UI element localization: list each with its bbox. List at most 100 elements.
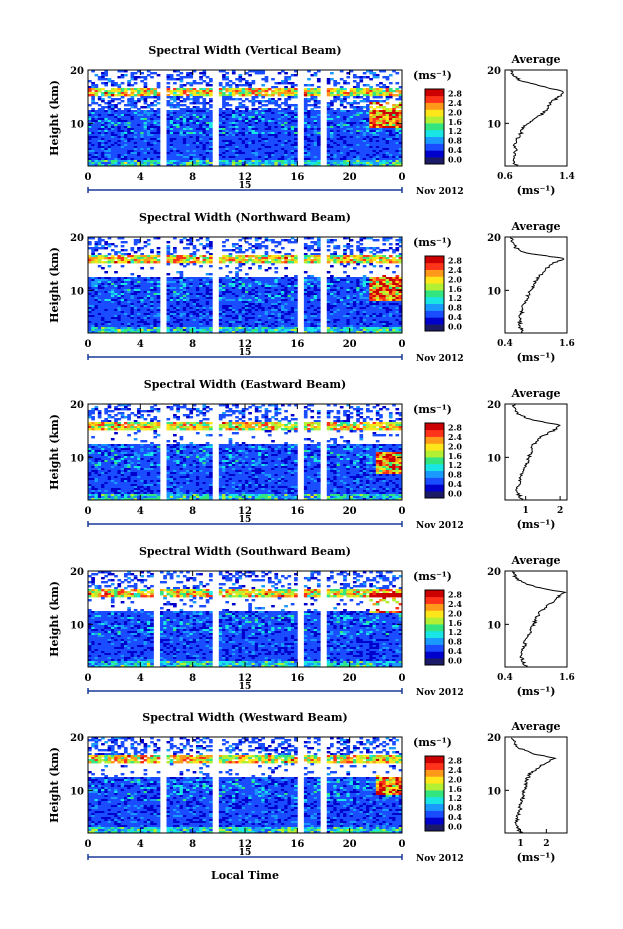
heatmap-cell [88,279,92,282]
heatmap-cell [254,160,259,163]
heatmap-cell [235,86,239,89]
heatmap-cell [349,156,354,159]
heatmap-cell [137,100,141,103]
heatmap-cell [238,285,243,288]
heatmap-cell [88,243,92,246]
heatmap-cell [316,94,321,97]
heatmap-cell [310,104,315,107]
heatmap-cell [189,160,194,163]
heatmap-cell [94,140,99,143]
heatmap-cell [379,114,383,117]
heatmap-cell [349,130,354,133]
heatmap-cell [231,72,236,75]
heatmap-cell [202,287,207,290]
heatmap-cell [127,154,131,157]
heatmap-cell [248,70,252,73]
heatmap-cell [395,120,400,123]
heatmap-cell [123,162,128,165]
heatmap-cell [294,281,298,284]
heatmap-cell [189,287,194,290]
heatmap-cell [343,289,347,292]
heatmap-cell [218,128,223,131]
heatmap-cell [238,146,243,149]
heatmap-cell [209,281,213,284]
heatmap-cell [241,150,246,153]
heatmap-cell [369,126,373,129]
heatmap-cell [143,154,148,157]
heatmap-cell [313,122,318,125]
heatmap-cell [326,271,331,274]
heatmap-cell [349,132,354,135]
heatmap-cell [130,90,135,93]
heatmap-cell [258,265,262,268]
heatmap-cell [284,154,288,157]
heatmap-cell [173,291,177,294]
heatmap-cell [238,98,243,101]
heatmap-cell [392,249,396,252]
heatmap-cell [284,289,288,292]
heatmap-cell [101,74,105,77]
heatmap-cell [195,136,200,139]
heatmap-cell [146,277,151,280]
heatmap-cell [362,146,367,149]
heatmap-cell [303,148,308,151]
heatmap-cell [222,100,226,103]
heatmap-cell [202,130,207,133]
heatmap-cell [346,287,351,290]
heatmap-cell [94,124,99,127]
heatmap-cell [277,158,282,161]
heatmap-cell [388,112,393,115]
heatmap-cell [339,287,344,290]
heatmap-cell [130,247,135,250]
heatmap-cell [382,136,387,139]
heatmap-cell [251,116,256,119]
heatmap-cell [107,293,112,296]
heatmap-cell [192,120,197,123]
heatmap-cell [362,150,367,153]
heatmap-cell [366,96,370,99]
heatmap-cell [316,247,321,250]
heatmap-cell [349,158,354,161]
heatmap-cell [284,279,288,282]
heatmap-cell [307,78,311,81]
heatmap-cell [277,295,282,298]
heatmap-cell [186,158,190,161]
heatmap-cell [186,112,190,115]
heatmap-cell [222,283,226,286]
heatmap-cell [186,126,190,129]
heatmap-cell [173,96,177,99]
heatmap-cell [264,269,269,272]
heatmap-cell [97,291,102,294]
heatmap-cell [153,261,158,264]
heatmap-cell [369,257,373,260]
heatmap-cell [225,160,230,163]
heatmap-cell [379,112,383,115]
heatmap-cell [382,150,387,153]
heatmap-cell [254,164,259,166]
heatmap-cell [264,94,269,97]
heatmap-cell [294,134,298,137]
heatmap-cell [379,144,383,147]
heatmap-cell [248,122,252,125]
heatmap-cell [231,112,236,115]
heatmap-cell [205,150,210,153]
heatmap-cell [307,124,311,127]
heatmap-cell [343,90,347,93]
heatmap-cell [258,90,262,93]
heatmap-cell [156,74,161,77]
heatmap-cell [195,158,200,161]
heatmap-cell [199,136,203,139]
heatmap-cell [284,291,288,294]
heatmap-cell [366,150,370,153]
heatmap-cell [366,94,370,97]
heatmap-cell [294,110,298,113]
heatmap-cell [88,287,92,290]
heatmap-cell [238,76,243,79]
heatmap-cell [173,293,177,296]
heatmap-cell [248,277,252,280]
heatmap-cell [382,291,387,294]
heatmap-cell [385,76,390,79]
heatmap-cell [385,154,390,157]
heatmap-cell [352,154,357,157]
heatmap-cell [307,110,311,113]
